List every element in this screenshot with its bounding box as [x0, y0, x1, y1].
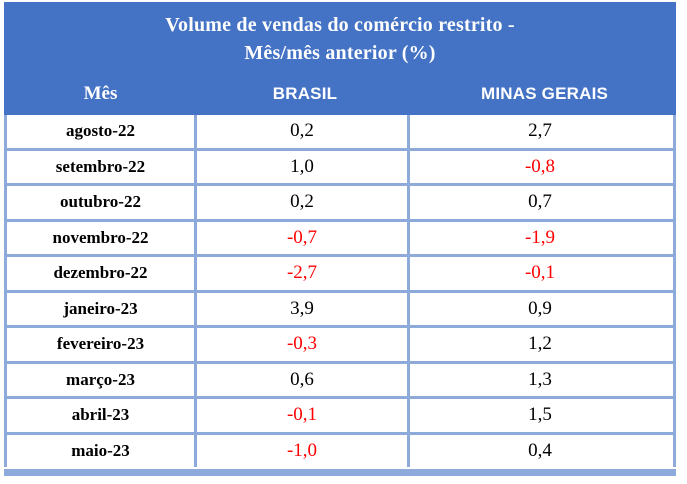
table-row: janeiro-23 3,9 0,9 [7, 292, 673, 328]
minas-gerais-value-cell: -0,8 [410, 150, 670, 183]
month-cell: agosto-22 [7, 115, 197, 148]
minas-gerais-value-cell: -0,1 [410, 257, 670, 290]
column-header-row: Mês BRASIL MINAS GERAIS [4, 83, 676, 105]
month-cell: março-23 [7, 363, 197, 396]
table-title-line2: Mês/mês anterior (%) [244, 42, 436, 64]
table-row: outubro-22 0,2 0,7 [7, 186, 673, 222]
column-header-month: Mês [83, 83, 118, 104]
column-header-brasil: BRASIL [272, 84, 338, 103]
table-header: Volume de vendas do comércio restrito - … [4, 2, 676, 115]
month-cell: novembro-22 [7, 221, 197, 254]
minas-gerais-value-cell: 0,9 [410, 292, 670, 325]
table-row: dezembro-22 -2,7 -0,1 [7, 257, 673, 293]
minas-gerais-value-cell: -1,9 [410, 221, 670, 254]
month-cell: fevereiro-23 [7, 328, 197, 361]
brasil-value-cell: 1,0 [197, 150, 410, 183]
brasil-value-cell: 0,2 [197, 186, 410, 219]
minas-gerais-value-cell: 2,7 [410, 115, 670, 148]
brasil-value-cell: 3,9 [197, 292, 410, 325]
minas-gerais-value-cell: 0,7 [410, 186, 670, 219]
minas-gerais-value-cell: 0,4 [410, 434, 670, 467]
brasil-value-cell: -0,3 [197, 328, 410, 361]
brasil-value-cell: -1,0 [197, 434, 410, 467]
month-cell: dezembro-22 [7, 257, 197, 290]
table-bottom-border [4, 469, 676, 476]
minas-gerais-value-cell: 1,3 [410, 363, 670, 396]
table-row: setembro-22 1,0 -0,8 [7, 150, 673, 186]
month-cell: setembro-22 [7, 150, 197, 183]
table-title: Volume de vendas do comércio restrito - … [4, 11, 676, 67]
minas-gerais-value-cell: 1,5 [410, 399, 670, 432]
table-row: maio-23 -1,0 0,4 [7, 434, 673, 467]
brasil-value-cell: -0,1 [197, 399, 410, 432]
table-title-line1: Volume de vendas do comércio restrito - [165, 14, 515, 36]
brasil-value-cell: -0,7 [197, 221, 410, 254]
sales-volume-table-card: Volume de vendas do comércio restrito - … [4, 2, 676, 476]
table-row: novembro-22 -0,7 -1,9 [7, 221, 673, 257]
table-row: abril-23 -0,1 1,5 [7, 399, 673, 435]
table-row: agosto-22 0,2 2,7 [7, 115, 673, 151]
month-cell: outubro-22 [7, 186, 197, 219]
table-row: março-23 0,6 1,3 [7, 363, 673, 399]
month-cell: janeiro-23 [7, 292, 197, 325]
table-body: agosto-22 0,2 2,7 setembro-22 1,0 -0,8 o… [4, 115, 676, 467]
column-header-minas-gerais: MINAS GERAIS [480, 84, 609, 103]
brasil-value-cell: -2,7 [197, 257, 410, 290]
month-cell: abril-23 [7, 399, 197, 432]
brasil-value-cell: 0,2 [197, 115, 410, 148]
month-cell: maio-23 [7, 434, 197, 467]
brasil-value-cell: 0,6 [197, 363, 410, 396]
table-row: fevereiro-23 -0,3 1,2 [7, 328, 673, 364]
minas-gerais-value-cell: 1,2 [410, 328, 670, 361]
